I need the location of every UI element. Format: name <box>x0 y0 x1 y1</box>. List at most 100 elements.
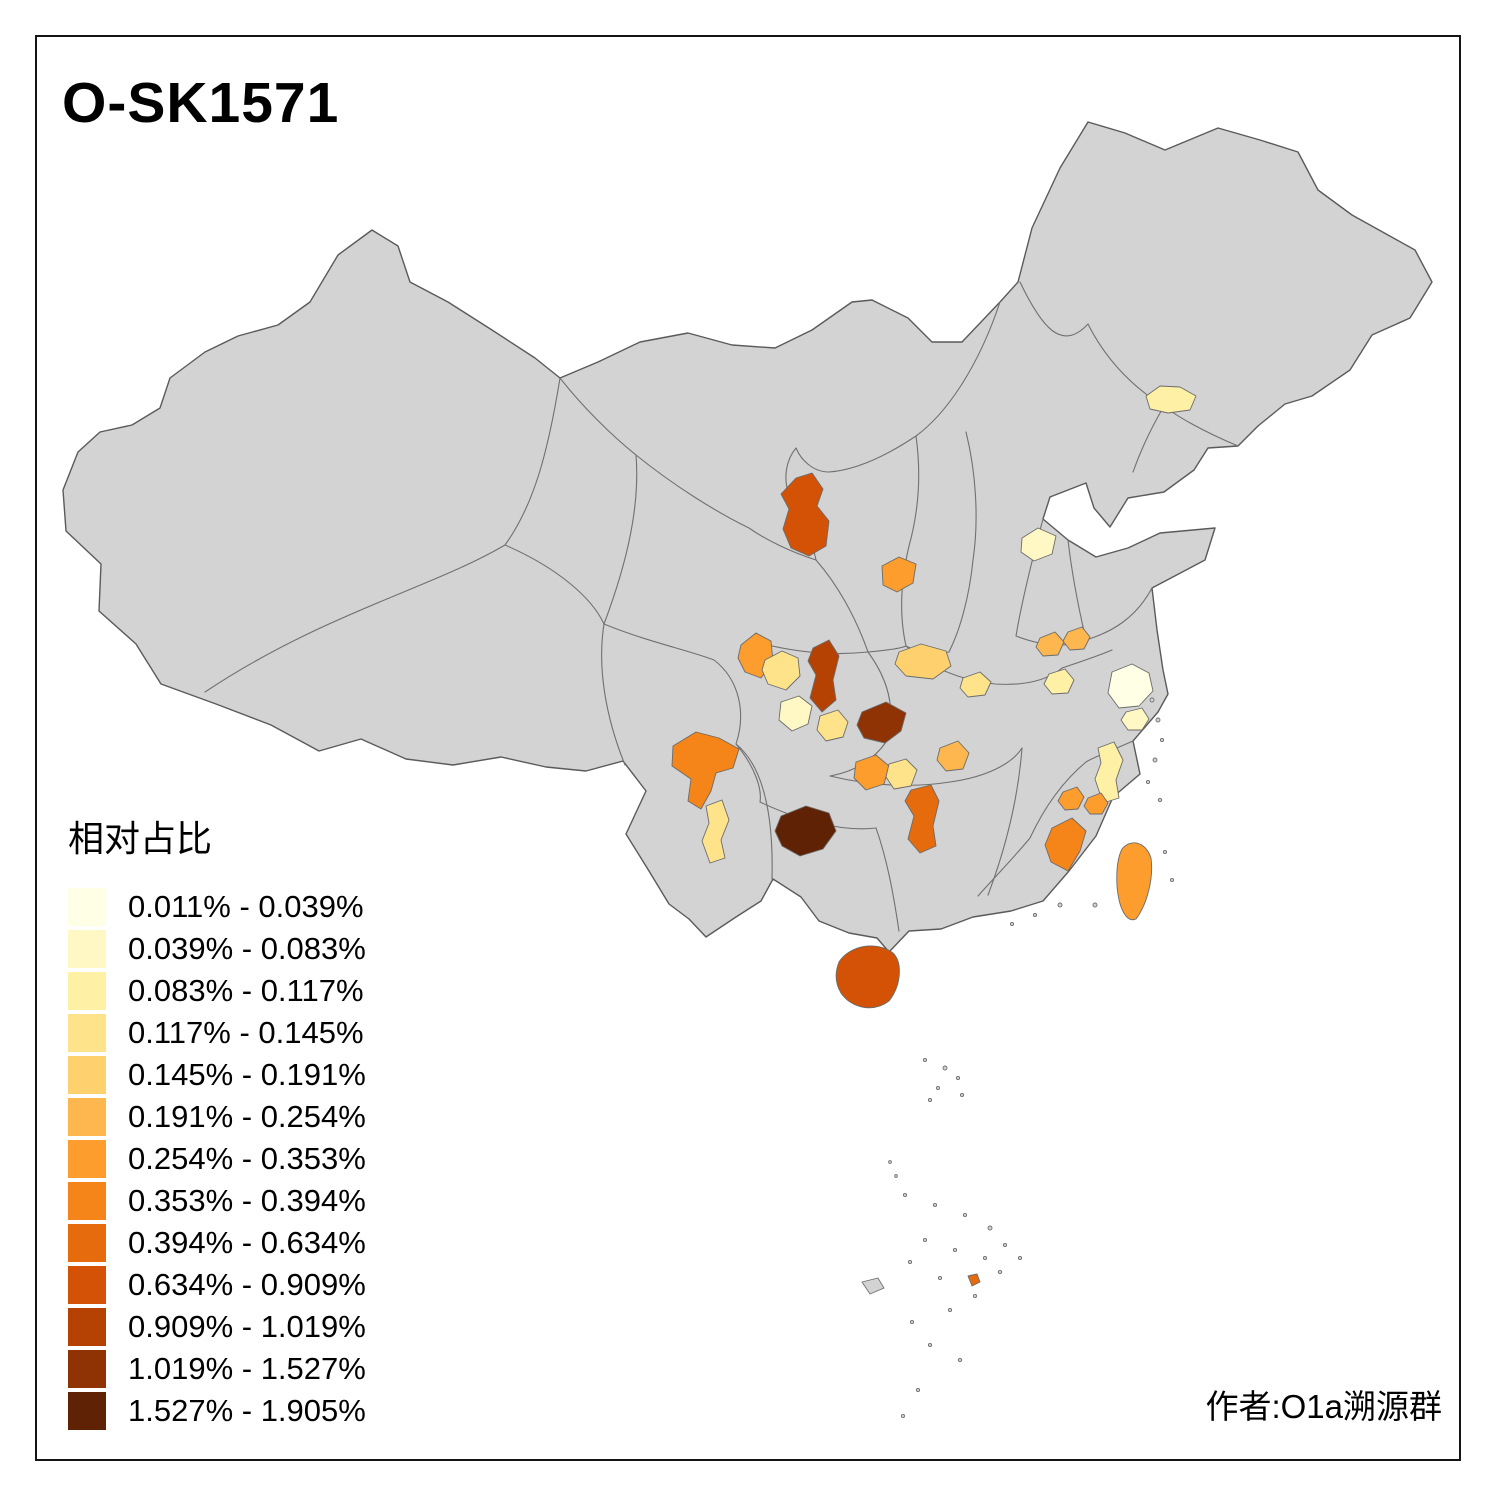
island-speck <box>1145 779 1151 785</box>
island-speck <box>1009 921 1015 927</box>
region-shanghai-area <box>1120 707 1150 731</box>
island-speck <box>982 1255 988 1261</box>
legend-swatch <box>68 1266 106 1304</box>
legend-swatch <box>68 1182 106 1220</box>
legend-label: 1.019% - 1.527% <box>128 1351 366 1386</box>
legend-label: 0.083% - 0.117% <box>128 973 364 1008</box>
legend-swatch <box>68 1350 106 1388</box>
attribution-text: 作者:O1a溯源群 <box>1205 1388 1442 1425</box>
legend-item: 0.083% - 0.117% <box>68 972 366 1010</box>
island-speck <box>987 1225 993 1231</box>
island-speck <box>915 1387 921 1393</box>
island-speck <box>972 1293 978 1299</box>
island-speck <box>947 1307 953 1313</box>
legend-label: 0.145% - 0.191% <box>128 1057 366 1092</box>
small-islands <box>861 697 1175 1419</box>
region-south-china-sea-island <box>967 1273 981 1287</box>
region-northern-shaanxi <box>881 556 917 593</box>
island-speck <box>1057 902 1063 908</box>
region-shanxi-area <box>1020 527 1057 562</box>
island-speck <box>1169 877 1175 883</box>
legend-item: 0.145% - 0.191% <box>68 1056 366 1094</box>
island-speck <box>952 1247 958 1253</box>
island-speck <box>909 1319 915 1325</box>
legend-items: 0.011% - 0.039% 0.039% - 0.083% 0.083% - 0… <box>68 888 366 1430</box>
legend-label: 0.191% - 0.254% <box>128 1099 366 1134</box>
island-speck <box>902 1192 908 1198</box>
region-zhejiang-coast <box>1094 741 1124 804</box>
legend-label: 0.254% - 0.353% <box>128 1141 366 1176</box>
island-speck <box>900 1413 906 1419</box>
island-speck <box>1159 737 1165 743</box>
region-hunan-north <box>885 758 918 790</box>
region-sichuan-east <box>816 709 849 742</box>
island-speck <box>907 1259 913 1265</box>
china-mainland-outline <box>62 121 1433 953</box>
island-outline <box>861 1277 885 1295</box>
island-speck <box>962 1212 968 1218</box>
region-taiwan <box>1116 842 1153 921</box>
legend-label: 0.909% - 1.019% <box>128 1309 366 1344</box>
legend-swatch <box>68 1224 106 1262</box>
island-speck <box>1157 797 1163 803</box>
region-hunan-central <box>904 784 940 854</box>
legend-label: 0.394% - 0.634% <box>128 1225 366 1260</box>
legend-item: 0.353% - 0.394% <box>68 1182 366 1220</box>
island-speck <box>1149 697 1155 703</box>
island-speck <box>1092 902 1098 908</box>
island-speck <box>959 1092 965 1098</box>
legend: 相对占比 0.011% - 0.039% 0.039% - 0.083% 0.083… <box>68 810 366 1434</box>
region-chengdu-area <box>807 639 840 713</box>
island-speck <box>957 1357 963 1363</box>
island-speck <box>997 1269 1003 1275</box>
region-zhejiang-south <box>1083 792 1109 815</box>
legend-item: 0.117% - 0.145% <box>68 1014 366 1052</box>
island-speck <box>922 1237 928 1243</box>
legend-swatch <box>68 1098 106 1136</box>
island-speck <box>1032 912 1038 918</box>
region-fujian-northeast <box>1057 786 1085 811</box>
island-speck <box>1162 849 1168 855</box>
island-speck <box>937 1275 943 1281</box>
legend-item: 0.191% - 0.254% <box>68 1098 366 1136</box>
legend-label: 0.011% - 0.039% <box>128 889 364 924</box>
legend-swatch <box>68 1308 106 1346</box>
legend-item: 0.254% - 0.353% <box>68 1140 366 1178</box>
island-speck <box>1152 757 1158 763</box>
legend-swatch <box>68 888 106 926</box>
colored-regions-layer <box>671 385 1197 1287</box>
region-sichuan-northwest <box>761 650 801 691</box>
region-henan-southwest <box>894 643 952 680</box>
island-speck <box>932 1202 938 1208</box>
region-hubei-central <box>936 740 970 772</box>
island-speck <box>888 1160 892 1164</box>
island-speck <box>955 1075 961 1081</box>
legend-label: 0.117% - 0.145% <box>128 1015 364 1050</box>
region-henan-southeast <box>959 671 992 698</box>
legend-swatch <box>68 1140 106 1178</box>
island-speck <box>1002 1242 1008 1248</box>
legend-label: 1.527% - 1.905% <box>128 1393 366 1428</box>
legend-item: 1.527% - 1.905% <box>68 1392 366 1430</box>
region-yunnan-central <box>701 799 730 864</box>
region-guizhou-area <box>774 805 837 857</box>
legend-label: 0.353% - 0.394% <box>128 1183 366 1218</box>
legend-swatch <box>68 930 106 968</box>
region-anhui-central <box>1043 668 1075 695</box>
island-speck <box>1017 1255 1023 1261</box>
island-speck <box>935 1085 941 1091</box>
region-sichuan-central <box>778 695 813 732</box>
region-chongqing-area <box>856 701 907 744</box>
region-jilin-area <box>1145 385 1197 414</box>
island-speck <box>927 1097 933 1103</box>
legend-label: 0.039% - 0.083% <box>128 931 366 966</box>
legend-item: 0.394% - 0.634% <box>68 1224 366 1262</box>
island-speck <box>927 1342 933 1348</box>
island-speck <box>942 1065 948 1071</box>
region-hunan-northwest <box>853 754 890 791</box>
legend-item: 0.039% - 0.083% <box>68 930 366 968</box>
region-hainan <box>835 945 900 1009</box>
legend-item: 1.019% - 1.527% <box>68 1350 366 1388</box>
